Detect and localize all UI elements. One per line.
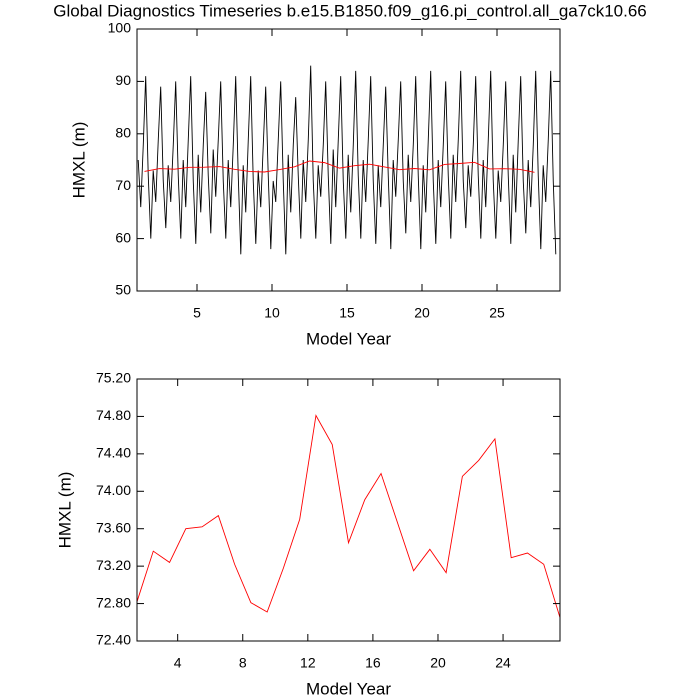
data-line — [137, 65, 557, 255]
x-tick-label: 5 — [193, 305, 201, 321]
x-tick-label: 20 — [430, 655, 446, 671]
y-tick-label: 72.40 — [96, 632, 131, 648]
data-line — [144, 160, 535, 173]
plot-frame — [136, 378, 561, 642]
y-tick-label: 80 — [115, 125, 131, 141]
x-tick-label: 20 — [414, 305, 430, 321]
y-tick-label: 74.40 — [96, 445, 131, 461]
x-tick-label: 10 — [264, 305, 280, 321]
x-axis-label: Model Year — [306, 679, 391, 698]
y-tick-label: 60 — [115, 229, 131, 245]
plot-frame — [136, 28, 561, 292]
y-tick-label: 74.80 — [96, 407, 131, 423]
x-tick-label: 15 — [339, 305, 355, 321]
y-tick-label: 73.20 — [96, 557, 131, 573]
x-axis-label: Model Year — [306, 329, 391, 348]
y-tick-label: 72.80 — [96, 594, 131, 610]
x-tick-label: 24 — [495, 655, 511, 671]
y-tick-label: 100 — [108, 20, 132, 36]
y-tick-label: 73.60 — [96, 519, 131, 535]
x-tick-label: 25 — [489, 305, 505, 321]
y-axis-label: HMXL (m) — [69, 122, 88, 199]
y-axis-label: HMXL (m) — [55, 472, 74, 549]
x-tick-label: 8 — [239, 655, 247, 671]
y-tick-label: 50 — [115, 282, 131, 298]
y-tick-label: 75.20 — [96, 370, 131, 386]
data-line — [136, 414, 561, 618]
y-tick-label: 74.00 — [96, 482, 131, 498]
x-tick-label: 16 — [365, 655, 381, 671]
x-tick-label: 12 — [300, 655, 316, 671]
y-tick-label: 90 — [115, 72, 131, 88]
y-tick-label: 70 — [115, 177, 131, 193]
chart-title: Global Diagnostics Timeseries b.e15.B185… — [53, 1, 647, 20]
x-tick-label: 4 — [174, 655, 182, 671]
